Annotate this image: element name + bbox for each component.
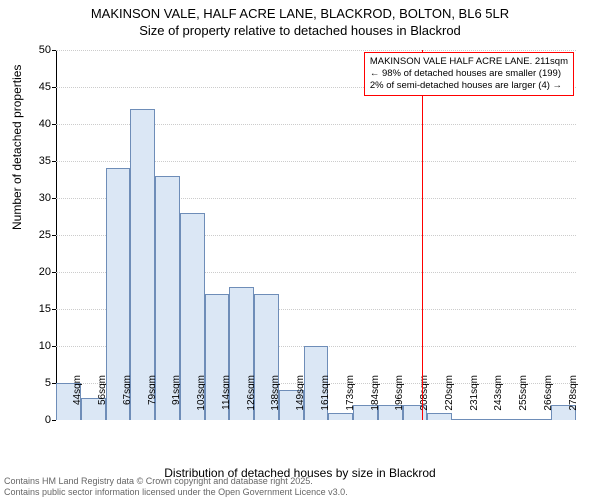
gridline (56, 50, 576, 51)
ytick-mark (52, 198, 56, 199)
footer-line-1: Contains HM Land Registry data © Crown c… (4, 476, 348, 487)
ytick-label: 40 (26, 118, 51, 130)
xtick-label: 220sqm (444, 375, 455, 425)
ytick-label: 35 (26, 155, 51, 167)
histogram-bar (130, 109, 155, 420)
footer-line-2: Contains public sector information licen… (4, 487, 348, 498)
ytick-label: 25 (26, 229, 51, 241)
ytick-mark (52, 346, 56, 347)
xtick-label: 243sqm (493, 375, 504, 425)
y-axis-label: Number of detached properties (10, 65, 24, 230)
ytick-mark (52, 50, 56, 51)
ytick-mark (52, 87, 56, 88)
reference-line (422, 50, 423, 420)
ytick-mark (52, 161, 56, 162)
ytick-label: 0 (26, 414, 51, 426)
xtick-label: 278sqm (568, 375, 579, 425)
annotation-line: ← 98% of detached houses are smaller (19… (370, 68, 568, 80)
chart-title-1: MAKINSON VALE, HALF ACRE LANE, BLACKROD,… (0, 6, 600, 23)
ytick-label: 5 (26, 377, 51, 389)
annotation-box: MAKINSON VALE HALF ACRE LANE. 211sqm← 98… (364, 52, 574, 96)
xtick-label: 255sqm (518, 375, 529, 425)
xtick-label: 231sqm (469, 375, 480, 425)
ytick-mark (52, 309, 56, 310)
chart-plot-area: 0510152025303540455044sqm56sqm67sqm79sqm… (56, 50, 576, 420)
ytick-label: 45 (26, 81, 51, 93)
ytick-label: 15 (26, 303, 51, 315)
ytick-mark (52, 420, 56, 421)
ytick-label: 20 (26, 266, 51, 278)
ytick-label: 30 (26, 192, 51, 204)
ytick-mark (52, 272, 56, 273)
chart-footer: Contains HM Land Registry data © Crown c… (4, 476, 348, 498)
chart-title-2: Size of property relative to detached ho… (0, 23, 600, 40)
ytick-label: 50 (26, 44, 51, 56)
annotation-line: MAKINSON VALE HALF ACRE LANE. 211sqm (370, 56, 568, 68)
annotation-line: 2% of semi-detached houses are larger (4… (370, 80, 568, 92)
ytick-mark (52, 235, 56, 236)
ytick-mark (52, 124, 56, 125)
ytick-label: 10 (26, 340, 51, 352)
